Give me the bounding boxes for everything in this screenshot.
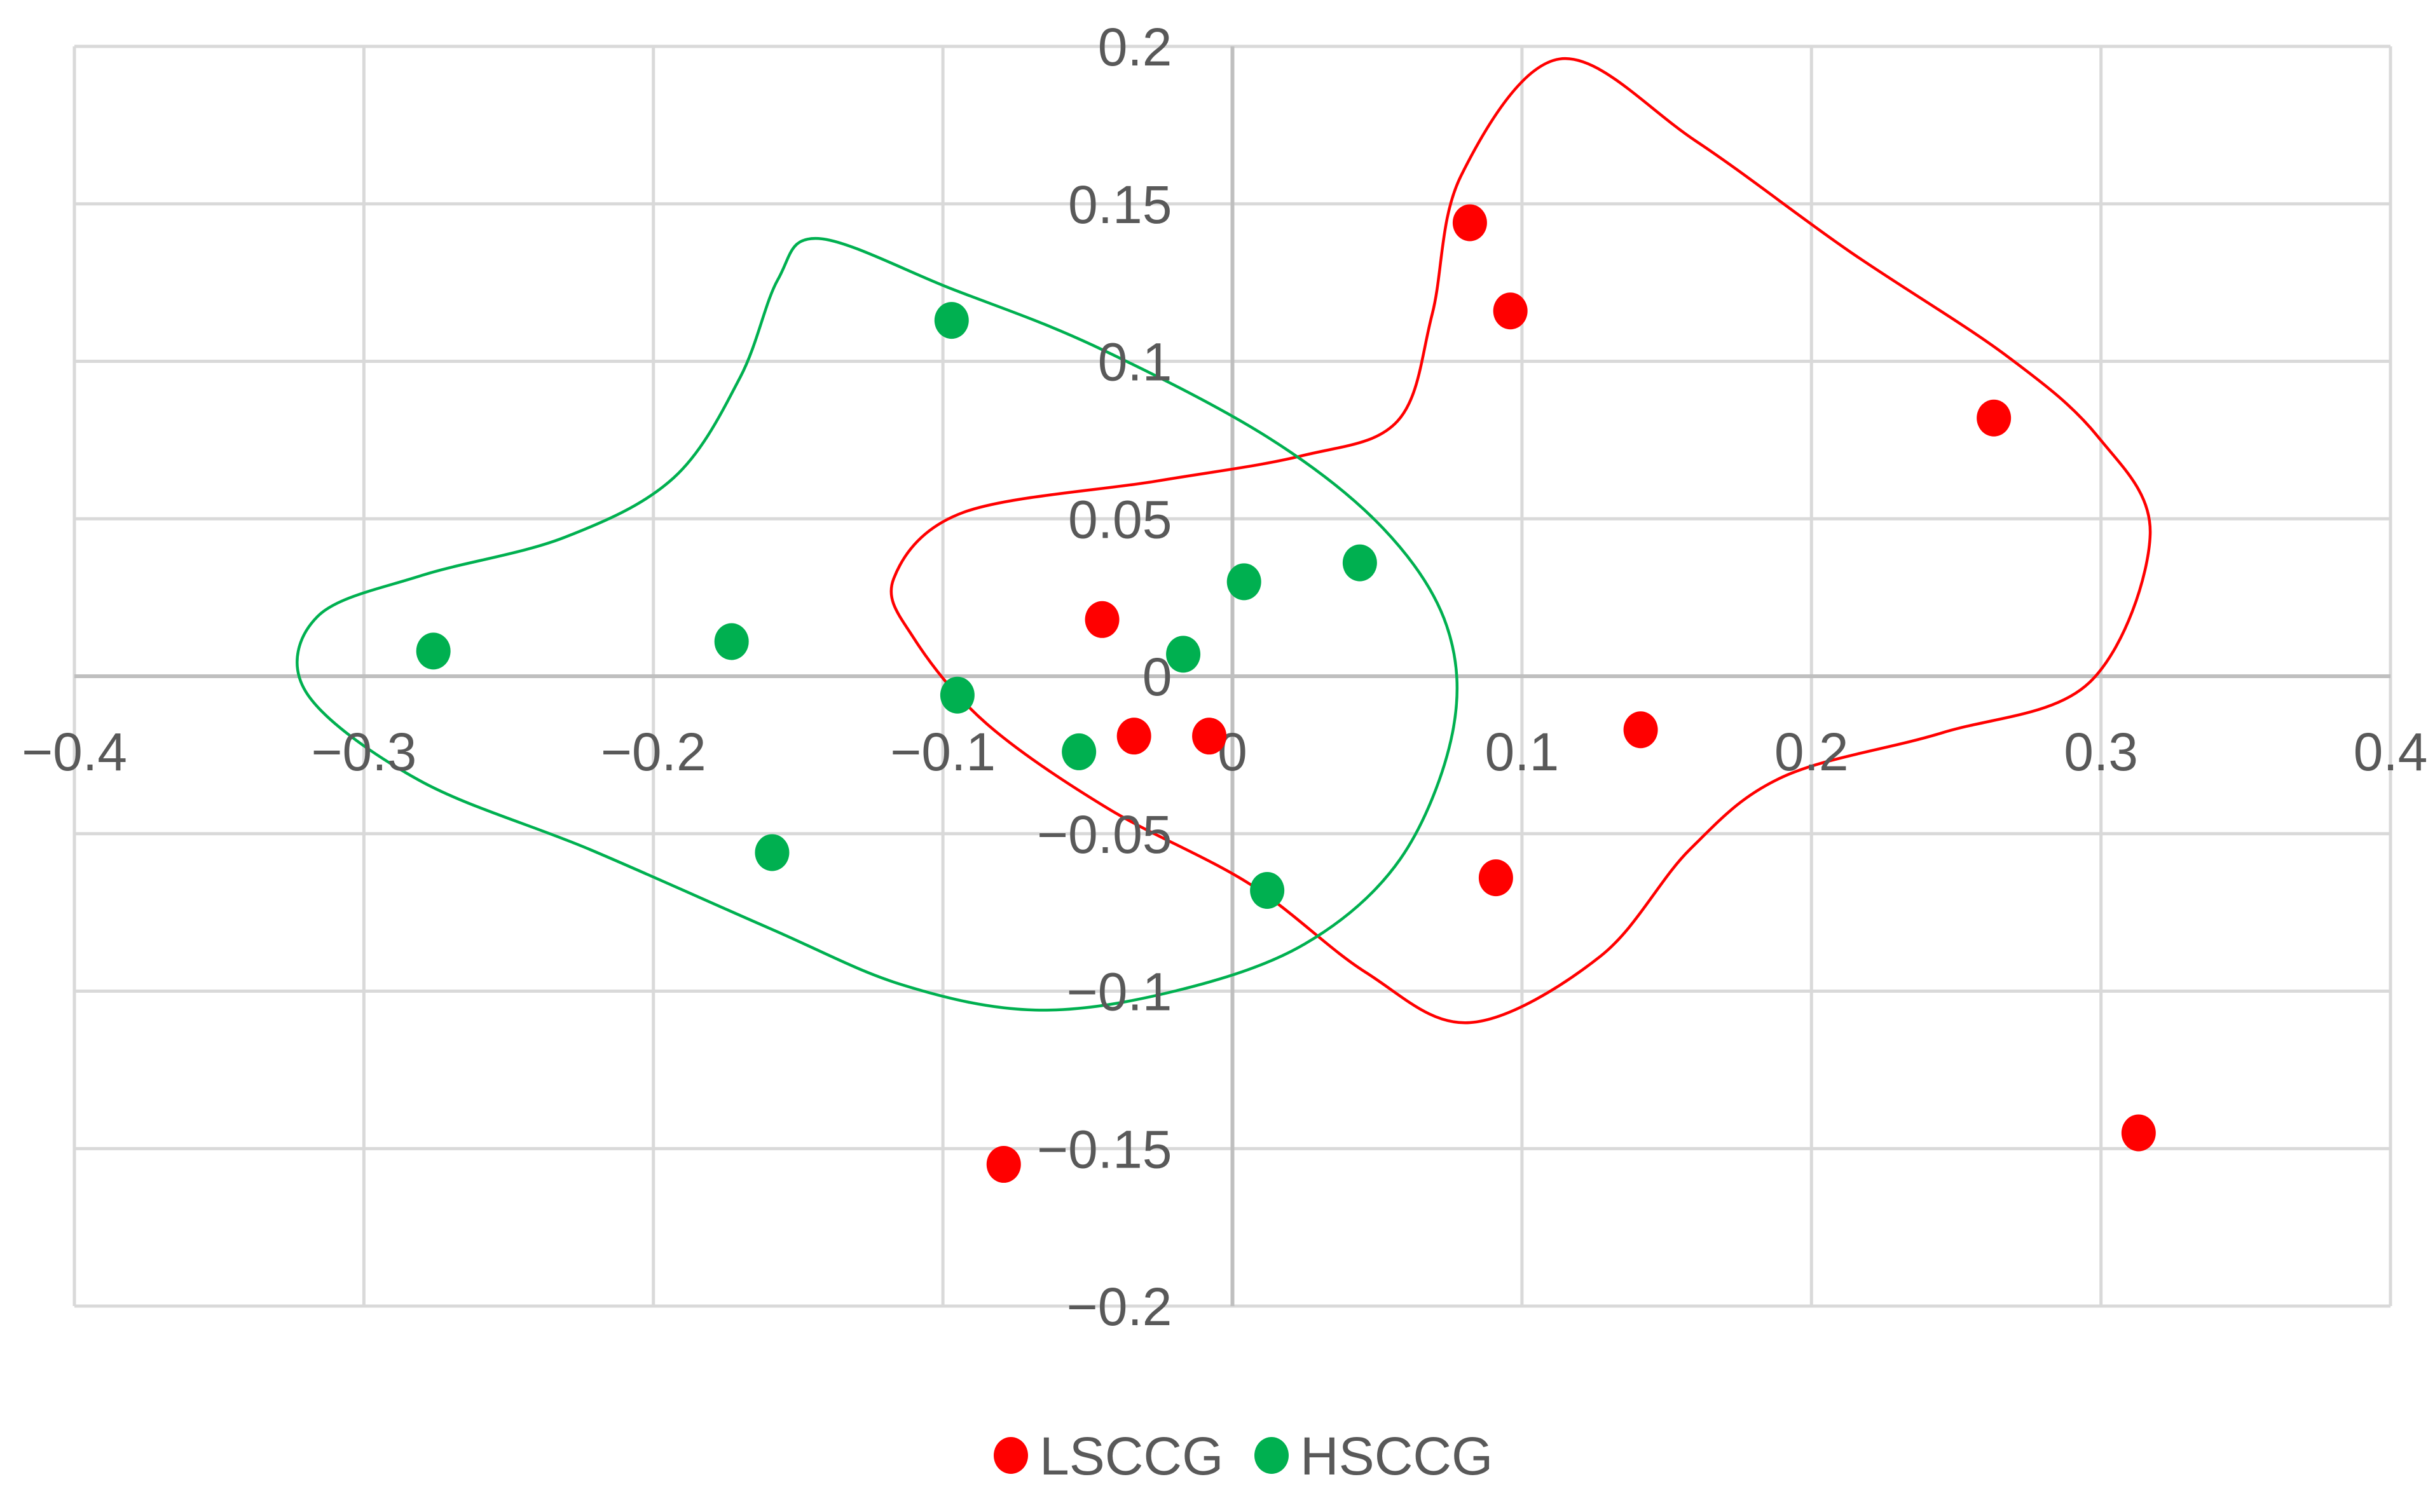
hsccg-point [1342, 544, 1377, 582]
lsccg-point [986, 1146, 1021, 1183]
x-tick-label: −0.3 [311, 722, 416, 782]
y-tick-label: −0.2 [1067, 1277, 1172, 1337]
lsccg-point [1192, 718, 1227, 755]
y-tick-label: −0.1 [1067, 962, 1172, 1022]
y-tick-label: −0.05 [1037, 805, 1172, 864]
lsccg-point [1623, 711, 1658, 749]
y-tick-label: −0.15 [1037, 1119, 1172, 1179]
x-tick-label: −0.4 [22, 722, 127, 782]
legend-item-lsccg: LSCCG [994, 1426, 1223, 1486]
lsccg-point [1116, 718, 1151, 755]
legend-marker [1254, 1437, 1289, 1474]
x-tick-label: −0.1 [890, 722, 996, 782]
legend-label: HSCCG [1300, 1426, 1493, 1486]
y-tick-label: 0.15 [1068, 175, 1172, 235]
x-tick-label: 0.1 [1485, 722, 1559, 782]
hsccg-point [934, 302, 969, 339]
legend-marker [994, 1437, 1028, 1474]
legend: LSCCG HSCCG [994, 1426, 1493, 1486]
x-tick-label: 0.4 [2354, 722, 2428, 782]
hsccg-point [1166, 636, 1201, 673]
y-tick-label: 0.2 [1098, 17, 1172, 77]
group-enclosures [296, 57, 2152, 1025]
x-tick-label: 0.2 [1774, 722, 1849, 782]
lsccg-point [1493, 292, 1528, 330]
x-tick-label: −0.2 [601, 722, 706, 782]
lsccg-point [1452, 204, 1487, 242]
hsccg-enclosure [296, 237, 1459, 1012]
tick-labels: −0.4 −0.3 −0.2 −0.1 0 0.1 0.2 0.3 0.4−0.2−0.15−0… [22, 17, 2427, 1337]
lsccg-point [1085, 601, 1120, 638]
hsccg-point [714, 623, 749, 660]
x-tick-label: 0.3 [2064, 722, 2138, 782]
hsccg-point [940, 676, 975, 714]
legend-item-hsccg: HSCCG [1254, 1426, 1493, 1486]
hsccg-point [755, 834, 790, 871]
lsccg-point [1977, 399, 2012, 437]
lsccg-point [2121, 1114, 2156, 1152]
hsccg-point [1062, 733, 1097, 770]
hsccg-point [416, 632, 451, 670]
hsccg-point [1226, 563, 1261, 601]
axes [74, 46, 2390, 1306]
data-points [416, 204, 2156, 1183]
legend-label: LSCCG [1039, 1426, 1223, 1486]
y-tick-label: 0.05 [1068, 489, 1172, 549]
y-tick-label: 0.1 [1098, 332, 1172, 392]
hsccg-point [1250, 871, 1285, 909]
lsccg-point [1478, 859, 1513, 897]
